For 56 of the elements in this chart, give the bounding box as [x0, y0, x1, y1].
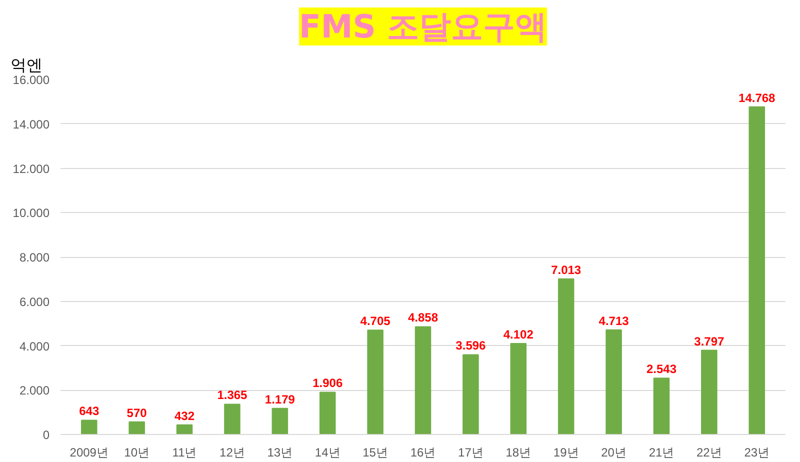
bar: [128, 421, 145, 434]
x-tick-label: 2009년: [70, 446, 108, 460]
bar: [558, 278, 574, 434]
x-tick-label: 23년: [744, 446, 770, 460]
x-tick-label: 17년: [458, 446, 484, 460]
bar: [367, 330, 384, 434]
data-label: 4.705: [360, 314, 391, 328]
x-tick-label: 15년: [362, 446, 388, 460]
chart-title: FMS 조달요구액: [299, 8, 547, 46]
y-tick-label: 14.000: [12, 117, 50, 132]
x-tick-label: 16년: [410, 446, 436, 460]
bar: [414, 326, 432, 434]
x-tick-label: 12년: [220, 446, 245, 460]
x-tick-label: 14년: [314, 446, 340, 460]
data-label: 4.713: [598, 314, 630, 328]
data-label: 1.906: [312, 376, 343, 390]
x-tick-label: 22년: [696, 446, 722, 460]
data-label: 432: [174, 408, 195, 423]
y-tick-label: 16.000: [12, 73, 50, 87]
data-label: 570: [126, 406, 148, 420]
bar: [606, 329, 622, 434]
data-label: 1.179: [264, 392, 296, 406]
x-tick-label: 11년: [172, 446, 197, 460]
y-tick-label: 10.000: [12, 206, 50, 220]
bar: [224, 404, 240, 434]
y-tick-label: 0: [42, 428, 50, 442]
bar: [319, 392, 336, 434]
y-axis-title: 억엔: [10, 58, 42, 74]
data-label: 2.543: [646, 362, 677, 376]
data-label: 3.596: [456, 338, 486, 353]
data-label: 7.013: [551, 262, 582, 277]
bar: [462, 354, 479, 434]
y-tick-label: 4.000: [19, 339, 50, 354]
x-tick-label: 20년: [601, 446, 626, 460]
y-tick-label: 2.000: [19, 384, 50, 398]
x-tick-label: 13년: [267, 446, 293, 460]
bar: [510, 342, 527, 434]
data-label: 14.768: [738, 90, 776, 105]
data-label: 3.797: [694, 334, 725, 348]
bar: [748, 106, 766, 434]
x-tick-label: 10년: [124, 446, 150, 460]
y-tick-label: 8.000: [19, 250, 50, 264]
bar: [176, 424, 193, 434]
data-label: 1.365: [217, 388, 248, 402]
y-tick-label: 6.000: [19, 294, 50, 309]
data-label: 4.858: [408, 310, 438, 325]
x-tick-label: 19년: [553, 446, 579, 460]
data-label: 643: [79, 404, 100, 418]
data-label: 4.102: [503, 327, 534, 342]
bar: [272, 408, 288, 434]
y-tick-label: 12.000: [12, 162, 50, 176]
bar: [653, 378, 670, 434]
bar: [80, 420, 98, 434]
x-tick-label: 18년: [506, 446, 532, 460]
x-tick-label: 21년: [648, 446, 674, 460]
bar: [701, 350, 718, 434]
